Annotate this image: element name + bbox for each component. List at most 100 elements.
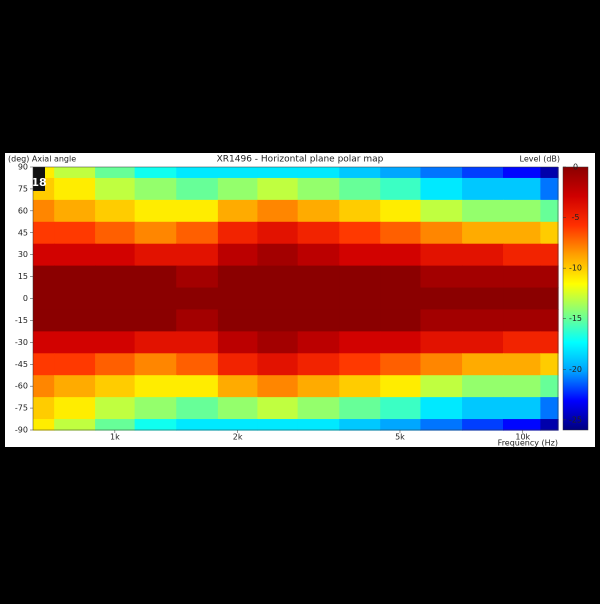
heat-cell <box>33 331 55 354</box>
heat-cell <box>217 375 259 398</box>
heat-cell <box>54 167 96 179</box>
z-tick-label: -10 <box>569 264 582 273</box>
heat-cell <box>176 331 219 354</box>
heat-cell <box>339 353 381 376</box>
heat-cell <box>217 199 259 223</box>
heat-cell <box>462 397 504 420</box>
heat-cell <box>503 397 541 420</box>
y-tick-label: 0 <box>23 294 28 303</box>
y-tick-label: -90 <box>15 426 28 435</box>
heat-cell <box>176 419 219 431</box>
heat-cell <box>54 265 96 289</box>
heat-cell <box>339 331 381 354</box>
heat-cell <box>380 243 422 267</box>
heat-cell <box>339 419 381 431</box>
heat-cell <box>176 353 219 376</box>
heat-cell <box>420 375 463 398</box>
heat-cell <box>503 353 541 376</box>
z-axis-label: Level (dB) <box>520 155 560 164</box>
heat-cell <box>420 353 463 376</box>
y-tick-label: 60 <box>18 206 28 215</box>
heat-cell <box>297 265 340 289</box>
heat-cell <box>217 265 259 289</box>
heat-cell <box>503 221 541 245</box>
heat-cell <box>33 397 55 420</box>
heat-cell <box>540 397 559 420</box>
logo-box <box>33 167 45 191</box>
heat-cell <box>95 265 136 289</box>
z-tick-label: 0 <box>573 163 578 172</box>
heat-cell <box>134 177 177 201</box>
heat-cell <box>54 331 96 354</box>
chart-title: XR1496 - Horizontal plane polar map <box>217 155 384 165</box>
heat-cell <box>95 287 136 311</box>
heat-cell <box>503 199 541 223</box>
heat-cell <box>420 199 463 223</box>
heat-cell <box>503 243 541 267</box>
heat-cell <box>95 419 136 431</box>
heat-cell <box>134 353 177 376</box>
heat-cell <box>339 309 381 332</box>
heat-cell <box>217 331 259 354</box>
y-axis-label: (deg) Axial angle <box>8 155 76 164</box>
heat-cell <box>54 309 96 332</box>
heat-cell <box>297 375 340 398</box>
heat-cell <box>134 375 177 398</box>
heat-cell <box>33 221 55 245</box>
heat-cell <box>134 419 177 431</box>
heat-cell <box>462 309 504 332</box>
heat-cell <box>540 177 559 201</box>
heat-cell <box>380 309 422 332</box>
y-tick-label: -45 <box>15 360 28 369</box>
heat-cell <box>95 221 136 245</box>
heat-cell <box>257 397 299 420</box>
x-axis-label: Frequency (Hz) <box>498 439 558 448</box>
heat-cell <box>217 177 259 201</box>
heat-cell <box>176 375 219 398</box>
heat-cell <box>134 397 177 420</box>
heat-cell <box>420 287 463 311</box>
heat-cell <box>420 167 463 179</box>
heat-cell <box>380 331 422 354</box>
heat-cell <box>503 375 541 398</box>
heat-cell <box>503 177 541 201</box>
heat-cell <box>217 287 259 311</box>
heat-cell <box>339 265 381 289</box>
heat-cell <box>380 353 422 376</box>
heat-cell <box>380 419 422 431</box>
heat-cell <box>95 167 136 179</box>
heat-cell <box>540 167 559 179</box>
heat-cell <box>134 331 177 354</box>
heat-cell <box>297 397 340 420</box>
z-tick-label: -15 <box>569 314 582 323</box>
heat-cell <box>176 397 219 420</box>
x-tick-label: 10k <box>515 433 530 442</box>
heat-cell <box>257 243 299 267</box>
heat-cell <box>540 199 559 223</box>
heat-cell <box>54 243 96 267</box>
heat-cell <box>257 221 299 245</box>
heat-cell <box>297 331 340 354</box>
heat-cell <box>257 199 299 223</box>
heat-cell <box>540 353 559 376</box>
heat-cell <box>33 309 55 332</box>
heat-cell <box>339 287 381 311</box>
heat-cell <box>462 177 504 201</box>
heat-cell <box>257 331 299 354</box>
heat-cell <box>540 375 559 398</box>
heat-cell <box>297 419 340 431</box>
heat-cell <box>503 419 541 431</box>
heat-cell <box>217 309 259 332</box>
heat-cell <box>380 375 422 398</box>
heat-cell <box>540 331 559 354</box>
z-tick-label: -20 <box>569 365 582 374</box>
heat-cell <box>217 167 259 179</box>
heat-cell <box>462 199 504 223</box>
heat-cell <box>134 265 177 289</box>
heat-cell <box>540 243 559 267</box>
colorbar <box>562 166 589 431</box>
heat-cell <box>33 265 55 289</box>
heat-cell <box>503 309 541 332</box>
heat-cell <box>380 199 422 223</box>
